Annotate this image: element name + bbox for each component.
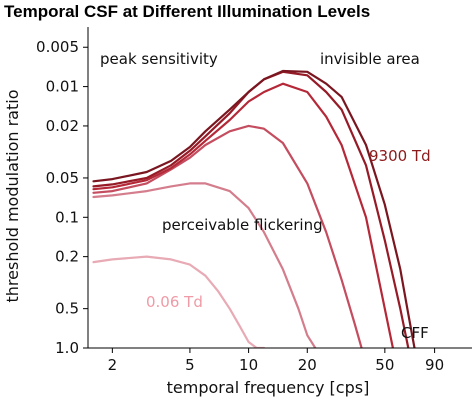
x-axis-label: temporal frequency [cps] [167, 378, 370, 397]
annotation-label: peak sensitivity [100, 50, 218, 68]
y-tick-label: 0.01 [46, 78, 79, 96]
series-group [94, 71, 415, 348]
series-line-2 [94, 183, 316, 348]
y-tick-label: 0.05 [46, 169, 79, 187]
x-tick-label: 90 [425, 356, 444, 374]
y-tick-label: 0.02 [46, 117, 79, 135]
x-tick-label: 50 [375, 356, 394, 374]
x-tick-label: 10 [239, 356, 258, 374]
chart-title: Temporal CSF at Different Illumination L… [4, 2, 370, 21]
y-tick-label: 0.005 [36, 38, 79, 56]
x-tick-label: 20 [298, 356, 317, 374]
x-tick-label: 2 [108, 356, 118, 374]
y-tick-label: 0.1 [55, 208, 79, 226]
y-tick-label: 1.0 [55, 339, 79, 357]
annotation-label: perceivable flickering [162, 216, 323, 234]
y-axis-label: threshold modulation ratio [3, 90, 22, 303]
x-tick-label: 5 [185, 356, 195, 374]
plot-area: 2 5 10 20 50 90 0.005 0.01 0.02 0.05 0.1 0.2 0.5 1.0 p… [36, 27, 472, 374]
annotation-label: 9300 Td [369, 147, 431, 165]
annotation-label: 0.06 Td [146, 293, 203, 311]
series-line-6 [94, 71, 415, 348]
y-tick-label: 0.2 [55, 248, 79, 266]
annotation-label: invisible area [320, 50, 420, 68]
annotation-label: CFF [401, 324, 429, 342]
series-line-3 [94, 126, 362, 348]
y-tick-label: 0.5 [55, 300, 79, 318]
